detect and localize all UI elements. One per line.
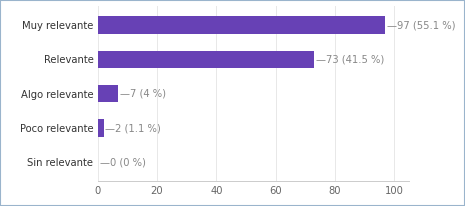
Text: —73 (41.5 %): —73 (41.5 %) xyxy=(316,54,384,64)
Text: —2 (1.1 %): —2 (1.1 %) xyxy=(105,123,161,133)
Text: —7 (4 %): —7 (4 %) xyxy=(120,89,166,99)
Text: —97 (55.1 %): —97 (55.1 %) xyxy=(387,20,455,30)
Bar xyxy=(98,85,119,102)
Bar xyxy=(98,51,314,68)
Bar xyxy=(98,16,385,34)
Bar xyxy=(98,119,104,137)
Text: —0 (0 %): —0 (0 %) xyxy=(100,157,146,167)
